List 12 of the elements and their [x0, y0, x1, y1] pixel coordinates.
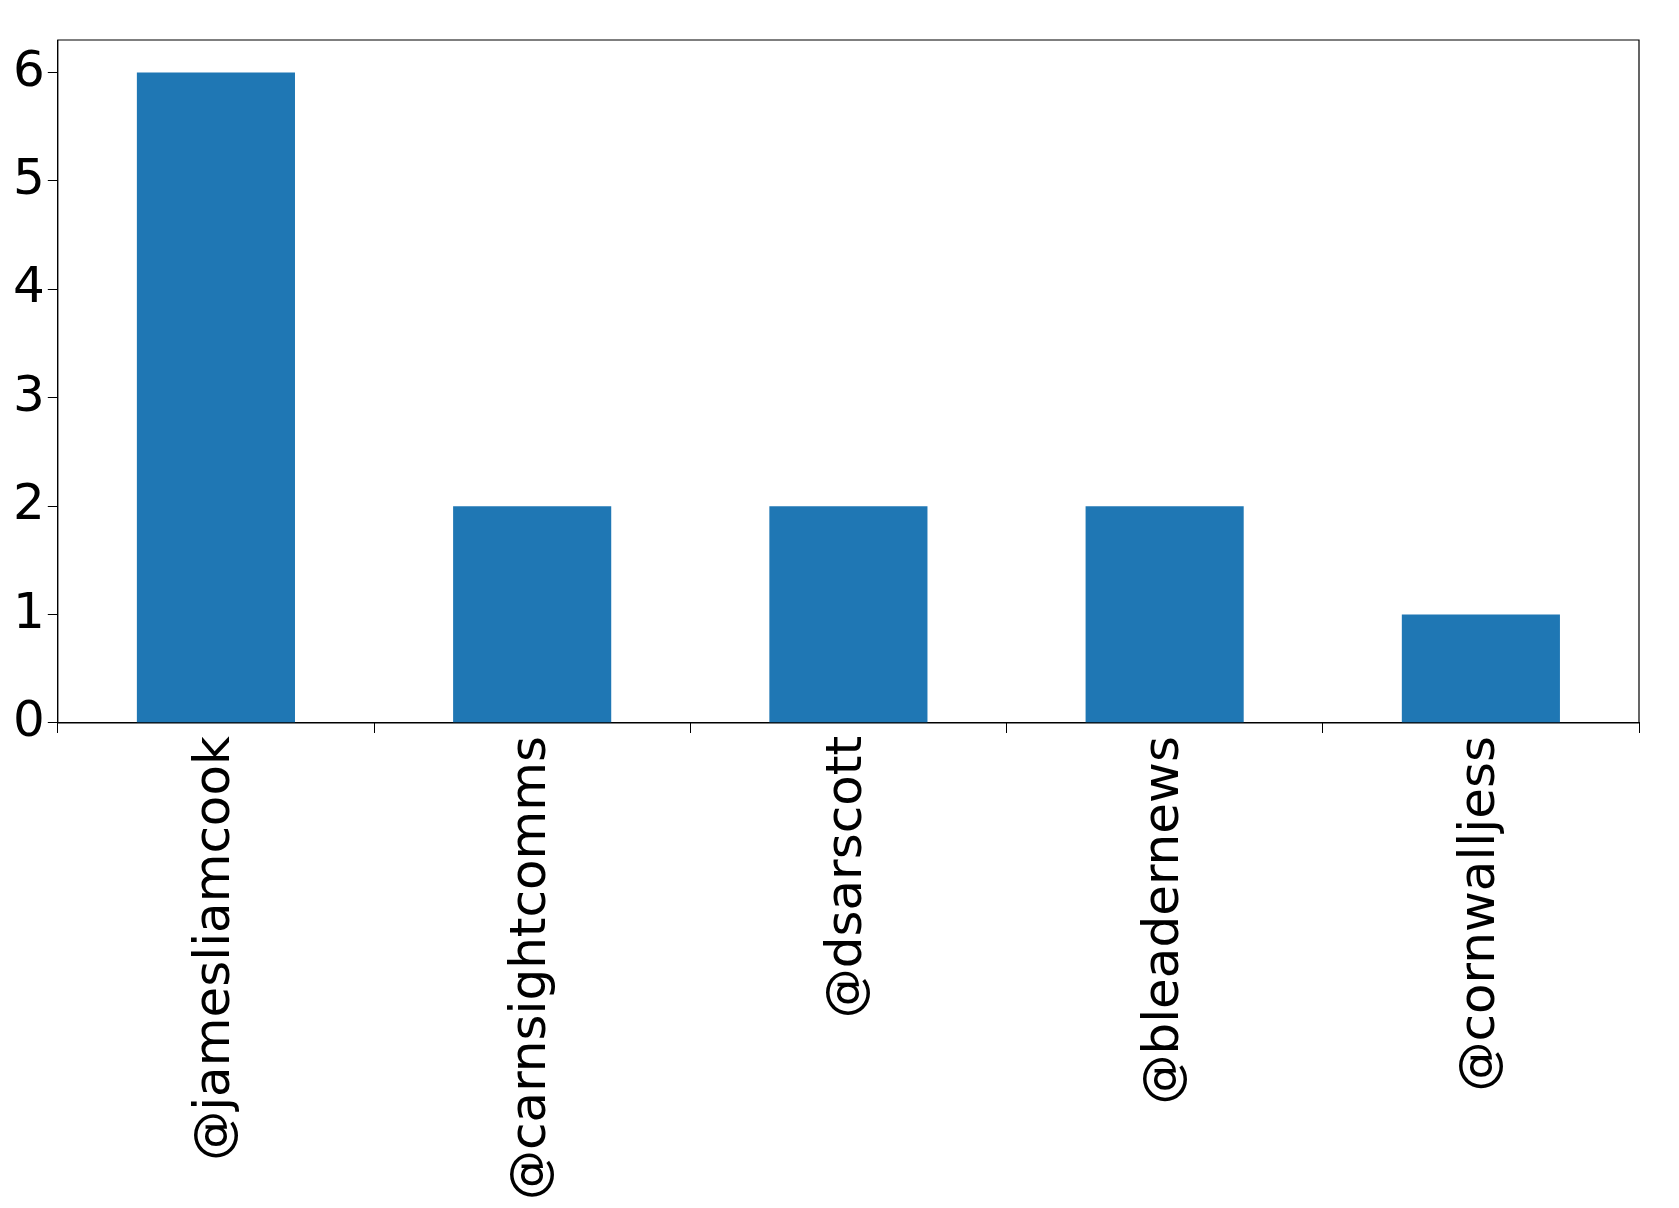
y-tick-label: 3 — [13, 364, 45, 423]
y-tick-label: 2 — [13, 473, 45, 532]
x-tick-label: @jamesliamcook — [182, 735, 241, 1161]
x-tick-label: @dsarscott — [815, 735, 874, 1019]
y-tick-label: 6 — [13, 39, 45, 98]
y-tick-label: 0 — [13, 689, 45, 748]
y-tick-label: 1 — [13, 581, 45, 640]
x-tick-label: @carnsightcomms — [499, 735, 558, 1200]
x-tick-label: @cornwalljess — [1447, 735, 1506, 1092]
x-tick-label: @bleadernews — [1131, 735, 1190, 1105]
y-tick-label: 4 — [13, 256, 45, 315]
y-tick-label: 5 — [13, 147, 45, 206]
